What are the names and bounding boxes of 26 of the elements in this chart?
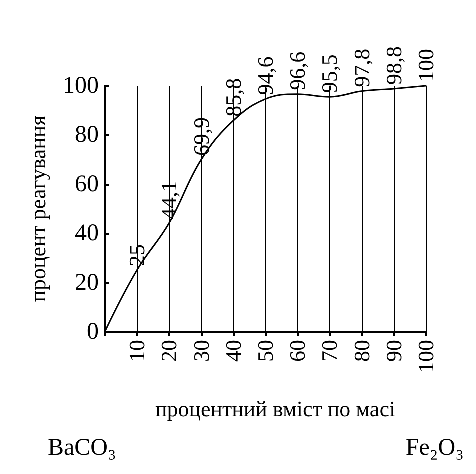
data-label: 100: [414, 49, 438, 82]
y-axis-title: процент реагування: [26, 116, 50, 302]
x-axis-title: процентний вміст по масі: [155, 396, 396, 422]
y-tick-label: 20: [75, 270, 99, 296]
data-label: 94,6: [253, 56, 278, 96]
text: BaCO₃: [48, 435, 116, 461]
y-tick-label: 100: [63, 73, 99, 99]
y-tick-label: 80: [75, 122, 99, 148]
data-label: 97,8: [349, 48, 374, 88]
x-tick-label: 70: [317, 340, 342, 362]
data-label: 95,5: [317, 54, 342, 94]
x-tick-label: 10: [124, 340, 150, 362]
x-tick-label: 40: [220, 340, 246, 362]
x-tick-label: 30: [188, 340, 214, 362]
data-label: 96,6: [285, 52, 310, 90]
text: Fe₂O₃: [406, 435, 464, 461]
y-tick-label: 0: [87, 319, 99, 345]
x-tick-label: 60: [285, 340, 310, 362]
y-tick-label: 60: [75, 171, 99, 198]
x-tick-label: 20: [156, 340, 182, 362]
y-tick-label: 40: [75, 220, 99, 247]
x-tick-label: 90: [381, 340, 406, 362]
x-tick-label: 100: [414, 340, 438, 373]
x-tick-label: 50: [253, 340, 278, 362]
data-label: 98,8: [381, 46, 406, 85]
x-tick-label: 80: [349, 340, 374, 362]
